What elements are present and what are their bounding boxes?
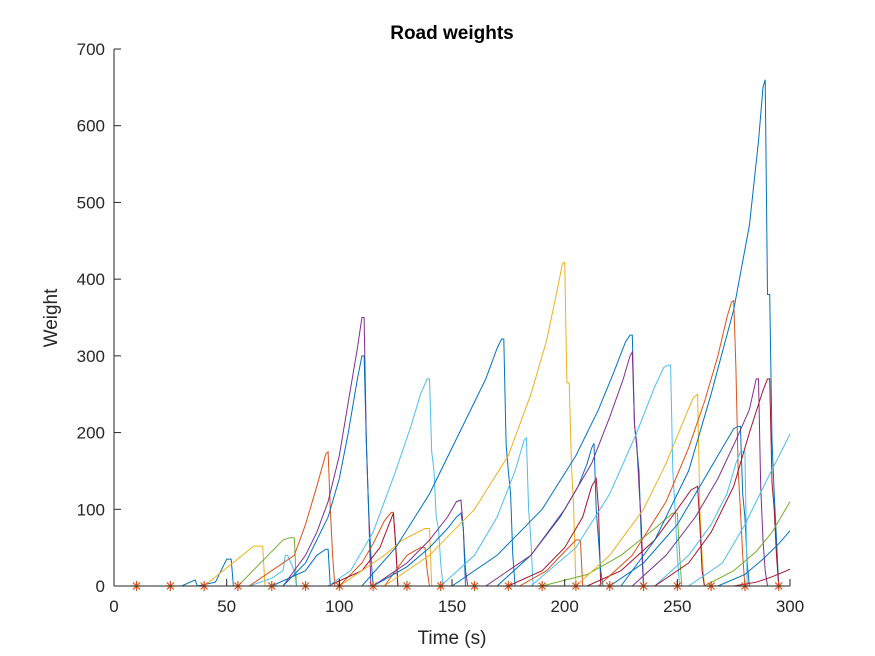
series-line-18	[114, 261, 790, 587]
series-line-11	[114, 378, 790, 587]
series-line-1	[114, 558, 790, 587]
series-line-16	[114, 338, 790, 587]
series-line-5	[114, 548, 790, 587]
tick-layer: 0 50 100 150 200 250 300 0 100 200 300 400 500 600 700	[77, 40, 805, 616]
x-tick-label: 0	[109, 597, 118, 616]
series-line-20	[114, 476, 790, 587]
series-line-23	[114, 350, 790, 587]
series-line-17	[114, 436, 790, 587]
x-axis-label: Time (s)	[418, 628, 487, 649]
y-tick-label: 200	[77, 424, 105, 443]
y-tick-label: 100	[77, 500, 105, 519]
series-line-32	[114, 378, 790, 587]
chart-title: Road weights	[390, 23, 514, 44]
series-line-15	[114, 512, 790, 587]
y-tick-label: 300	[77, 347, 105, 366]
x-tick-label: 50	[217, 597, 236, 616]
series-line-29	[114, 299, 790, 587]
y-tick-label: 700	[77, 40, 105, 59]
series-line-26	[114, 393, 790, 587]
series-layer	[114, 79, 791, 587]
y-tick-label: 500	[77, 193, 105, 212]
series-line-33	[114, 378, 790, 587]
x-tick-label: 200	[550, 597, 578, 616]
series-line-13	[114, 547, 790, 587]
y-tick-label: 0	[96, 577, 105, 596]
series-line-12	[114, 528, 790, 587]
y-tick-label: 400	[77, 270, 105, 289]
x-tick-label: 150	[438, 597, 466, 616]
x-tick-label: 100	[325, 597, 353, 616]
series-line-4	[114, 554, 790, 587]
series-line-30	[114, 451, 790, 587]
y-axis-label: Weight	[41, 288, 62, 348]
x-tick-label: 300	[776, 597, 804, 616]
series-line-19	[114, 539, 790, 587]
x-tick-label: 250	[663, 597, 691, 616]
series-line-31	[114, 79, 790, 587]
y-tick-label: 600	[77, 117, 105, 136]
series-line-6	[114, 450, 790, 587]
series-line-25	[114, 364, 790, 587]
